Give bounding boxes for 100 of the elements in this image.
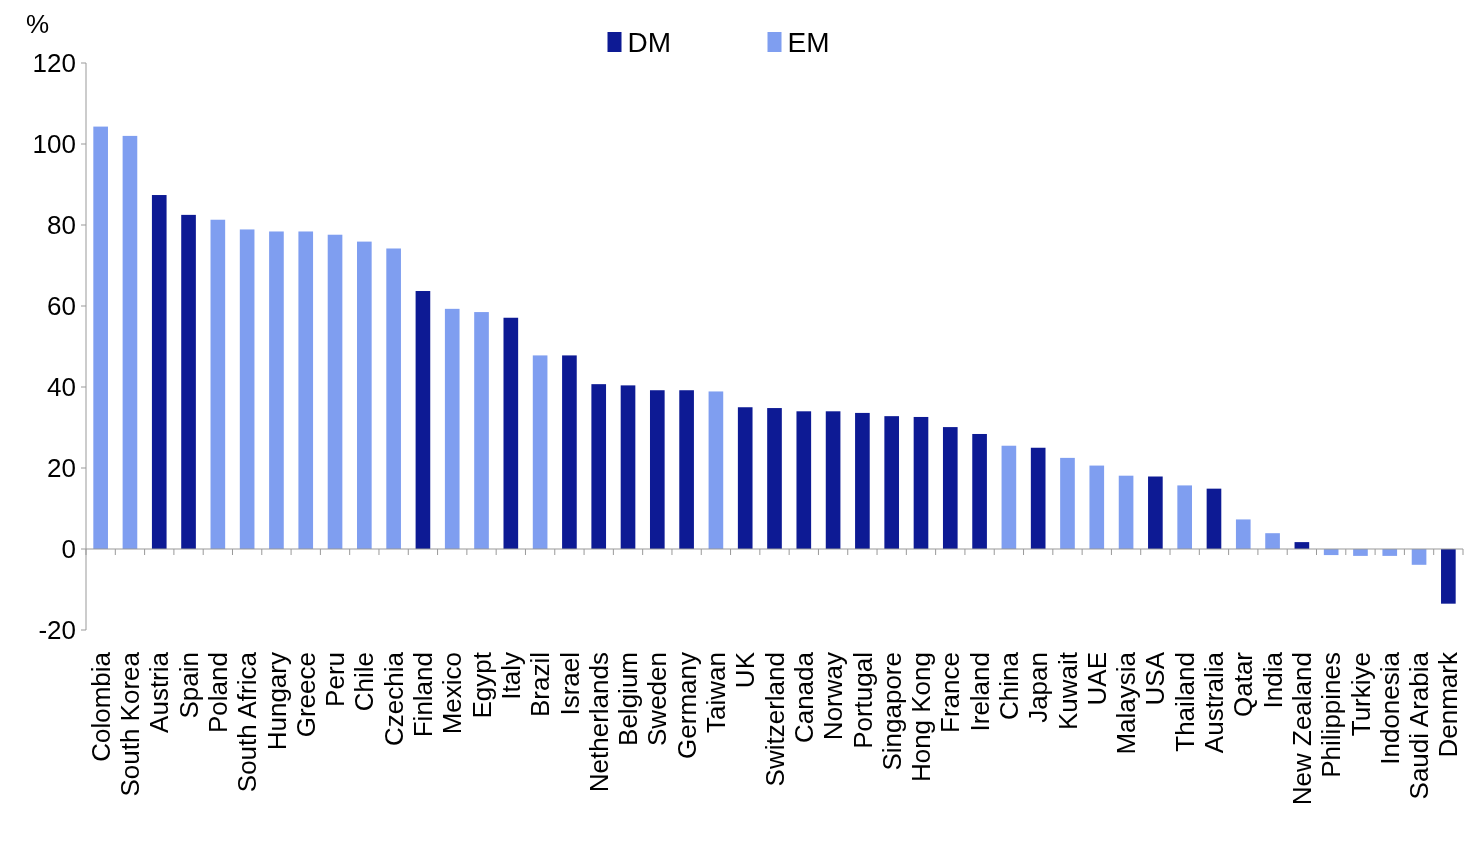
bar <box>327 234 343 549</box>
x-tick-label: Indonesia <box>1374 651 1405 765</box>
x-tick-label: Israel <box>554 652 585 716</box>
x-tick-label: Taiwan <box>701 652 731 733</box>
x-tick-label: Egypt <box>466 651 497 719</box>
bar <box>93 126 108 549</box>
x-tick-label: Netherlands <box>583 652 614 793</box>
bar <box>1060 457 1075 549</box>
x-tick-label: Australia <box>1199 651 1230 754</box>
y-tick-label: 40 <box>47 372 76 403</box>
bar <box>239 229 255 549</box>
bar <box>1001 445 1017 549</box>
bar <box>357 241 372 549</box>
x-tick-label: India <box>1257 651 1288 709</box>
bar <box>972 433 987 549</box>
x-tick-label: Thailand <box>1169 652 1200 752</box>
x-tick-label: Qatar <box>1228 651 1259 718</box>
x-tick-label: Saudi Arabia <box>1404 651 1435 800</box>
bar <box>1148 476 1163 549</box>
x-tick-label: Denmark <box>1433 651 1464 758</box>
bar <box>708 391 724 549</box>
y-tick-label: -20 <box>38 615 76 646</box>
bar <box>415 291 431 549</box>
x-tick-label: Japan <box>1023 652 1054 723</box>
x-tick-label: South Korea <box>115 651 146 797</box>
x-tick-label: New Zealand <box>1286 652 1317 806</box>
y-tick-label: 0 <box>61 534 76 565</box>
bar <box>298 231 314 549</box>
bar <box>181 214 196 549</box>
bar <box>1118 475 1134 549</box>
x-tick-label: Czechia <box>378 651 409 746</box>
bar <box>679 390 694 549</box>
bar <box>210 219 226 549</box>
x-tick-label: Switzerland <box>759 652 790 787</box>
x-tick-label: Hong Kong <box>906 652 937 783</box>
bar <box>532 355 548 549</box>
bar <box>767 408 782 549</box>
bar <box>269 231 284 549</box>
x-tick-label: Spain <box>173 652 204 719</box>
x-tick-label: Peru <box>320 652 351 707</box>
x-tick-label: Philippines <box>1316 652 1347 778</box>
x-tick-label: Poland <box>202 652 233 733</box>
bar <box>855 412 870 549</box>
x-tick-label: China <box>993 651 1024 720</box>
y-tick-label: 100 <box>32 129 76 160</box>
bar <box>620 385 636 549</box>
y-tick-label: 60 <box>47 291 76 322</box>
bar <box>737 407 753 549</box>
bar <box>942 427 958 549</box>
bar <box>474 312 489 549</box>
bar <box>151 195 167 549</box>
x-tick-label: Canada <box>788 651 819 744</box>
bar <box>1089 465 1105 549</box>
bar <box>796 411 812 549</box>
bar <box>444 308 460 549</box>
x-tick-label: Singapore <box>876 652 907 771</box>
x-tick-label: Chile <box>349 652 380 712</box>
legend-label: DM <box>627 26 672 58</box>
x-tick-label: Brazil <box>525 652 556 718</box>
bar <box>1411 549 1427 565</box>
y-tick-label: 120 <box>32 48 76 79</box>
bar <box>1265 533 1280 549</box>
y-tick-label: 80 <box>47 210 76 241</box>
bar <box>1206 488 1222 549</box>
x-tick-label: Norway <box>818 652 849 741</box>
x-tick-label: Greece <box>290 652 321 738</box>
bar <box>503 317 519 549</box>
bar <box>386 248 401 549</box>
bar <box>913 416 929 549</box>
x-tick-label: Malaysia <box>1111 651 1142 755</box>
bar <box>649 390 665 549</box>
x-tick-label: UK <box>730 651 761 689</box>
x-tick-label: Turkiye <box>1345 652 1376 737</box>
x-tick-label: Sweden <box>642 652 673 746</box>
x-tick-label: Austria <box>144 651 175 733</box>
x-tick-label: Belgium <box>613 652 644 746</box>
x-tick-label: France <box>935 652 966 733</box>
y-axis-title: % <box>26 9 50 39</box>
legend-label: EM <box>787 26 830 58</box>
x-tick-label: Italy <box>495 652 526 700</box>
bar <box>884 416 900 549</box>
x-tick-label: Portugal <box>847 652 878 749</box>
bar <box>1030 447 1046 549</box>
x-tick-label: Colombia <box>85 651 116 762</box>
x-tick-label: Kuwait <box>1052 651 1083 731</box>
x-tick-label: South Africa <box>232 651 263 793</box>
bar <box>122 135 138 549</box>
bar <box>825 411 841 549</box>
bar <box>1441 549 1456 604</box>
bar <box>591 384 607 549</box>
x-tick-label: UAE <box>1081 652 1112 706</box>
x-tick-label: Ireland <box>964 652 995 732</box>
x-tick-label: Mexico <box>437 652 468 735</box>
bar <box>562 355 577 549</box>
x-tick-label: Germany <box>671 652 702 759</box>
x-tick-label: Finland <box>408 652 439 738</box>
bar <box>1177 485 1192 549</box>
x-tick-label: Hungary <box>261 652 292 751</box>
bar <box>1235 519 1251 549</box>
y-tick-label: 20 <box>47 453 76 484</box>
